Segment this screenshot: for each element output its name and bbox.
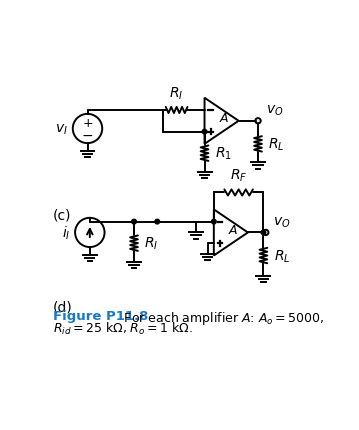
Text: $R_I$: $R_I$ [169, 85, 184, 101]
Text: $R_L$: $R_L$ [274, 248, 290, 264]
Text: $A$: $A$ [228, 223, 238, 237]
Text: −: − [82, 128, 93, 142]
Text: $R_L$: $R_L$ [268, 136, 285, 153]
Text: (d): (d) [53, 300, 73, 314]
Text: $v_I$: $v_I$ [55, 122, 68, 136]
Circle shape [132, 220, 136, 224]
Circle shape [211, 220, 216, 224]
Text: For each amplifier $A$: $A_o = 5000$,: For each amplifier $A$: $A_o = 5000$, [108, 309, 325, 326]
Text: +: + [82, 117, 93, 129]
Text: $i_I$: $i_I$ [62, 224, 70, 242]
Text: $R_I$: $R_I$ [144, 235, 158, 252]
Circle shape [155, 220, 159, 224]
Text: (c): (c) [53, 208, 71, 221]
Text: Figure P11.8: Figure P11.8 [53, 309, 148, 322]
Text: $v_O$: $v_O$ [273, 215, 290, 229]
Text: $R_{id} = 25$ kΩ, $R_o = 1$ kΩ.: $R_{id} = 25$ kΩ, $R_o = 1$ kΩ. [53, 320, 193, 337]
Text: $R_F$: $R_F$ [230, 167, 247, 184]
Circle shape [261, 230, 266, 235]
Circle shape [202, 130, 207, 135]
Text: $R_1$: $R_1$ [215, 146, 232, 162]
Text: $A$: $A$ [219, 112, 229, 125]
Text: $v_O$: $v_O$ [266, 103, 283, 118]
